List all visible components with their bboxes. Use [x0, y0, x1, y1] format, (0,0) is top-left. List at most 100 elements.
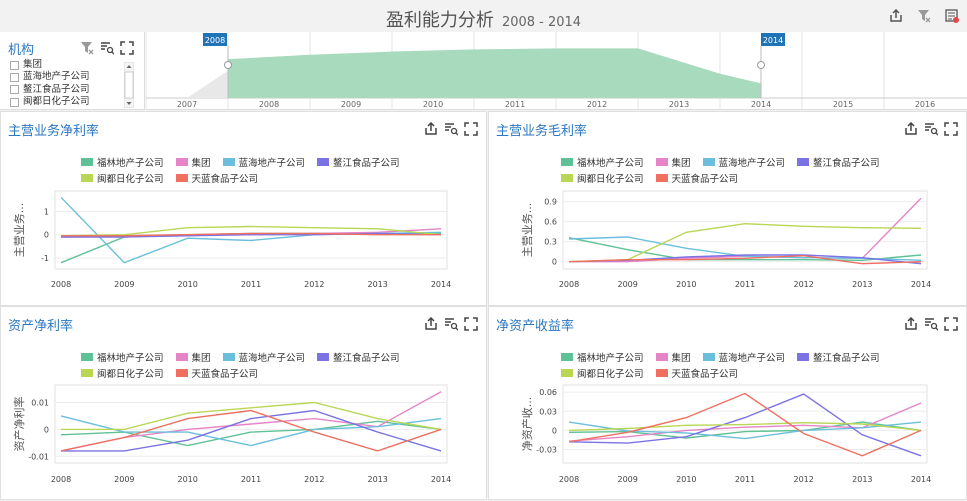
- legend-item[interactable]: 集团: [175, 350, 211, 364]
- legend-item[interactable]: 福林地产子公司: [81, 350, 164, 364]
- legend-item[interactable]: 闽都日化子公司: [561, 366, 644, 380]
- legend-item[interactable]: 集团: [655, 350, 691, 364]
- timeline-year-label: 2016: [915, 100, 935, 109]
- timeline-start-flag[interactable]: [203, 33, 227, 46]
- x-tick-label: 2012: [304, 475, 324, 484]
- org-filter-scrollbar[interactable]: [124, 62, 134, 108]
- org-filter-item[interactable]: 鳌江食品子公司: [10, 84, 90, 96]
- search-list-icon[interactable]: [444, 317, 458, 331]
- series-line: [60, 420, 442, 447]
- y-tick-label: 0: [552, 426, 557, 435]
- chart-panel-roe: 净资产收益率 福林地产子公司 集团 蓝海地产子公司 鳌江食品子公司 闽都日化子公司 天蓝食…: [488, 306, 967, 500]
- clear-filter-icon[interactable]: [917, 9, 931, 23]
- year-range-timeline[interactable]: 2007 2008 2009 2010 2011 2012 2013 2014 2015 2016…: [145, 32, 967, 110]
- legend-swatch: [81, 369, 93, 377]
- timeline-svg[interactable]: 2007 2008 2009 2010 2011 2012 2013 2014 2015 2016…: [145, 32, 967, 110]
- chart-panel-main-net-margin: 主营业务净利率 福林地产子公司 集团 蓝海地产子公司 鳌江食品子公司 闽都日化子公司 天蓝…: [0, 111, 487, 306]
- timeline-end-handle[interactable]: [757, 61, 765, 69]
- legend-item[interactable]: 天蓝食品子公司: [655, 171, 738, 185]
- legend-item[interactable]: 福林地产子公司: [81, 155, 164, 169]
- legend-item[interactable]: 集团: [175, 155, 211, 169]
- chart-plot: -0.01 0 0.01 2008 2009 2010 2011 2012 2013 2014 资产…: [12, 384, 451, 484]
- checkbox[interactable]: [10, 72, 19, 82]
- legend-item[interactable]: 闽都日化子公司: [561, 171, 644, 185]
- series-line: [568, 254, 922, 265]
- page-title-range: 2008 - 2014: [501, 15, 582, 30]
- checkbox[interactable]: [10, 85, 19, 95]
- legend-item[interactable]: 天蓝食品子公司: [175, 366, 258, 380]
- legend-item[interactable]: 蓝海地产子公司: [222, 350, 305, 364]
- legend-swatch: [222, 353, 235, 361]
- maximize-icon[interactable]: [944, 122, 958, 136]
- search-list-icon[interactable]: [924, 122, 938, 136]
- plot-frame: [562, 190, 928, 270]
- chart-title: 资产净利率: [8, 319, 74, 334]
- dashboard-settings-icon[interactable]: [945, 9, 959, 23]
- legend-item[interactable]: 天蓝食品子公司: [655, 366, 739, 380]
- legend-item[interactable]: 鳌江食品子公司: [317, 155, 400, 169]
- x-tick-label: 2013: [367, 475, 387, 484]
- legend-swatch: [797, 158, 810, 166]
- x-tick-label: 2009: [617, 280, 637, 289]
- maximize-icon[interactable]: [464, 317, 478, 331]
- search-list-icon[interactable]: [444, 122, 458, 136]
- legend-label: 天蓝食品子公司: [671, 369, 739, 380]
- y-axis-label: 净资产收...: [520, 397, 534, 452]
- export-icon[interactable]: [424, 317, 438, 331]
- org-filter-item-label: 蓝海地产子公司: [23, 71, 90, 83]
- series-line: [60, 196, 442, 264]
- y-tick-label: 1: [44, 207, 49, 216]
- maximize-icon[interactable]: [120, 41, 134, 55]
- chart-panel-main-gross-margin: 主营业务毛利率 福林地产子公司 集团 蓝海地产子公司 鳌江食品子公司 闽都日化子公司 天蓝…: [488, 111, 967, 306]
- x-tick-label: 2010: [676, 475, 696, 484]
- org-filter-item[interactable]: 闽都日化子公司: [10, 96, 90, 108]
- legend-item[interactable]: 鳌江食品子公司: [317, 350, 400, 364]
- org-filter-item[interactable]: 集团: [10, 59, 90, 71]
- x-tick-label: 2014: [911, 280, 931, 289]
- plot-frame: [54, 384, 448, 464]
- x-tick-label: 2014: [431, 280, 451, 289]
- checkbox[interactable]: [10, 97, 19, 107]
- timeline-end-flag[interactable]: [761, 33, 785, 46]
- export-icon[interactable]: [904, 122, 918, 136]
- legend-item[interactable]: 鳌江食品子公司: [797, 155, 880, 169]
- legend-item[interactable]: 天蓝食品子公司: [175, 171, 258, 185]
- legend-label: 闽都日化子公司: [97, 174, 164, 185]
- legend-item[interactable]: 蓝海地产子公司: [702, 350, 785, 364]
- search-list-icon[interactable]: [100, 41, 114, 55]
- legend-item[interactable]: 闽都日化子公司: [81, 171, 164, 185]
- clear-filter-icon[interactable]: [80, 41, 94, 55]
- maximize-icon[interactable]: [464, 122, 478, 136]
- search-list-icon[interactable]: [924, 317, 938, 331]
- x-tick-label: 2014: [911, 475, 931, 484]
- export-icon[interactable]: [424, 122, 438, 136]
- legend-label: 福林地产子公司: [577, 353, 644, 364]
- legend-item[interactable]: 蓝海地产子公司: [702, 155, 785, 169]
- legend-item[interactable]: 鳌江食品子公司: [797, 350, 880, 364]
- legend-label: 福林地产子公司: [97, 158, 164, 169]
- legend-label: 蓝海地产子公司: [238, 158, 306, 169]
- chart-legend: 福林地产子公司 集团 蓝海地产子公司 鳌江食品子公司闽都日化子公司 天蓝食品子公司: [81, 155, 481, 185]
- org-filter-item-label: 鳌江食品子公司: [23, 83, 90, 95]
- legend-item[interactable]: 福林地产子公司: [561, 350, 644, 364]
- checkbox[interactable]: [10, 60, 19, 70]
- timeline-year-label: 2009: [341, 100, 361, 109]
- export-icon[interactable]: [904, 317, 918, 331]
- org-filter-item[interactable]: 蓝海地产子公司: [10, 71, 90, 83]
- timeline-year-label: 2014: [751, 100, 771, 109]
- y-tick-label: 0.9: [544, 198, 557, 207]
- timeline-year-label: 2011: [505, 100, 525, 109]
- legend-label: 闽都日化子公司: [577, 369, 644, 380]
- timeline-start-handle[interactable]: [224, 61, 232, 69]
- org-filter-item-label: 集团: [23, 59, 43, 70]
- legend-item[interactable]: 福林地产子公司: [561, 155, 644, 169]
- plot-frame: [54, 190, 448, 270]
- maximize-icon[interactable]: [944, 317, 958, 331]
- legend-item[interactable]: 闽都日化子公司: [81, 366, 164, 380]
- org-filter-item-label: 闽都日化子公司: [23, 95, 90, 107]
- x-tick-label: 2008: [51, 280, 71, 289]
- export-icon[interactable]: [889, 9, 903, 23]
- legend-item[interactable]: 蓝海地产子公司: [222, 155, 306, 169]
- series-line: [568, 421, 922, 439]
- legend-item[interactable]: 集团: [655, 155, 691, 169]
